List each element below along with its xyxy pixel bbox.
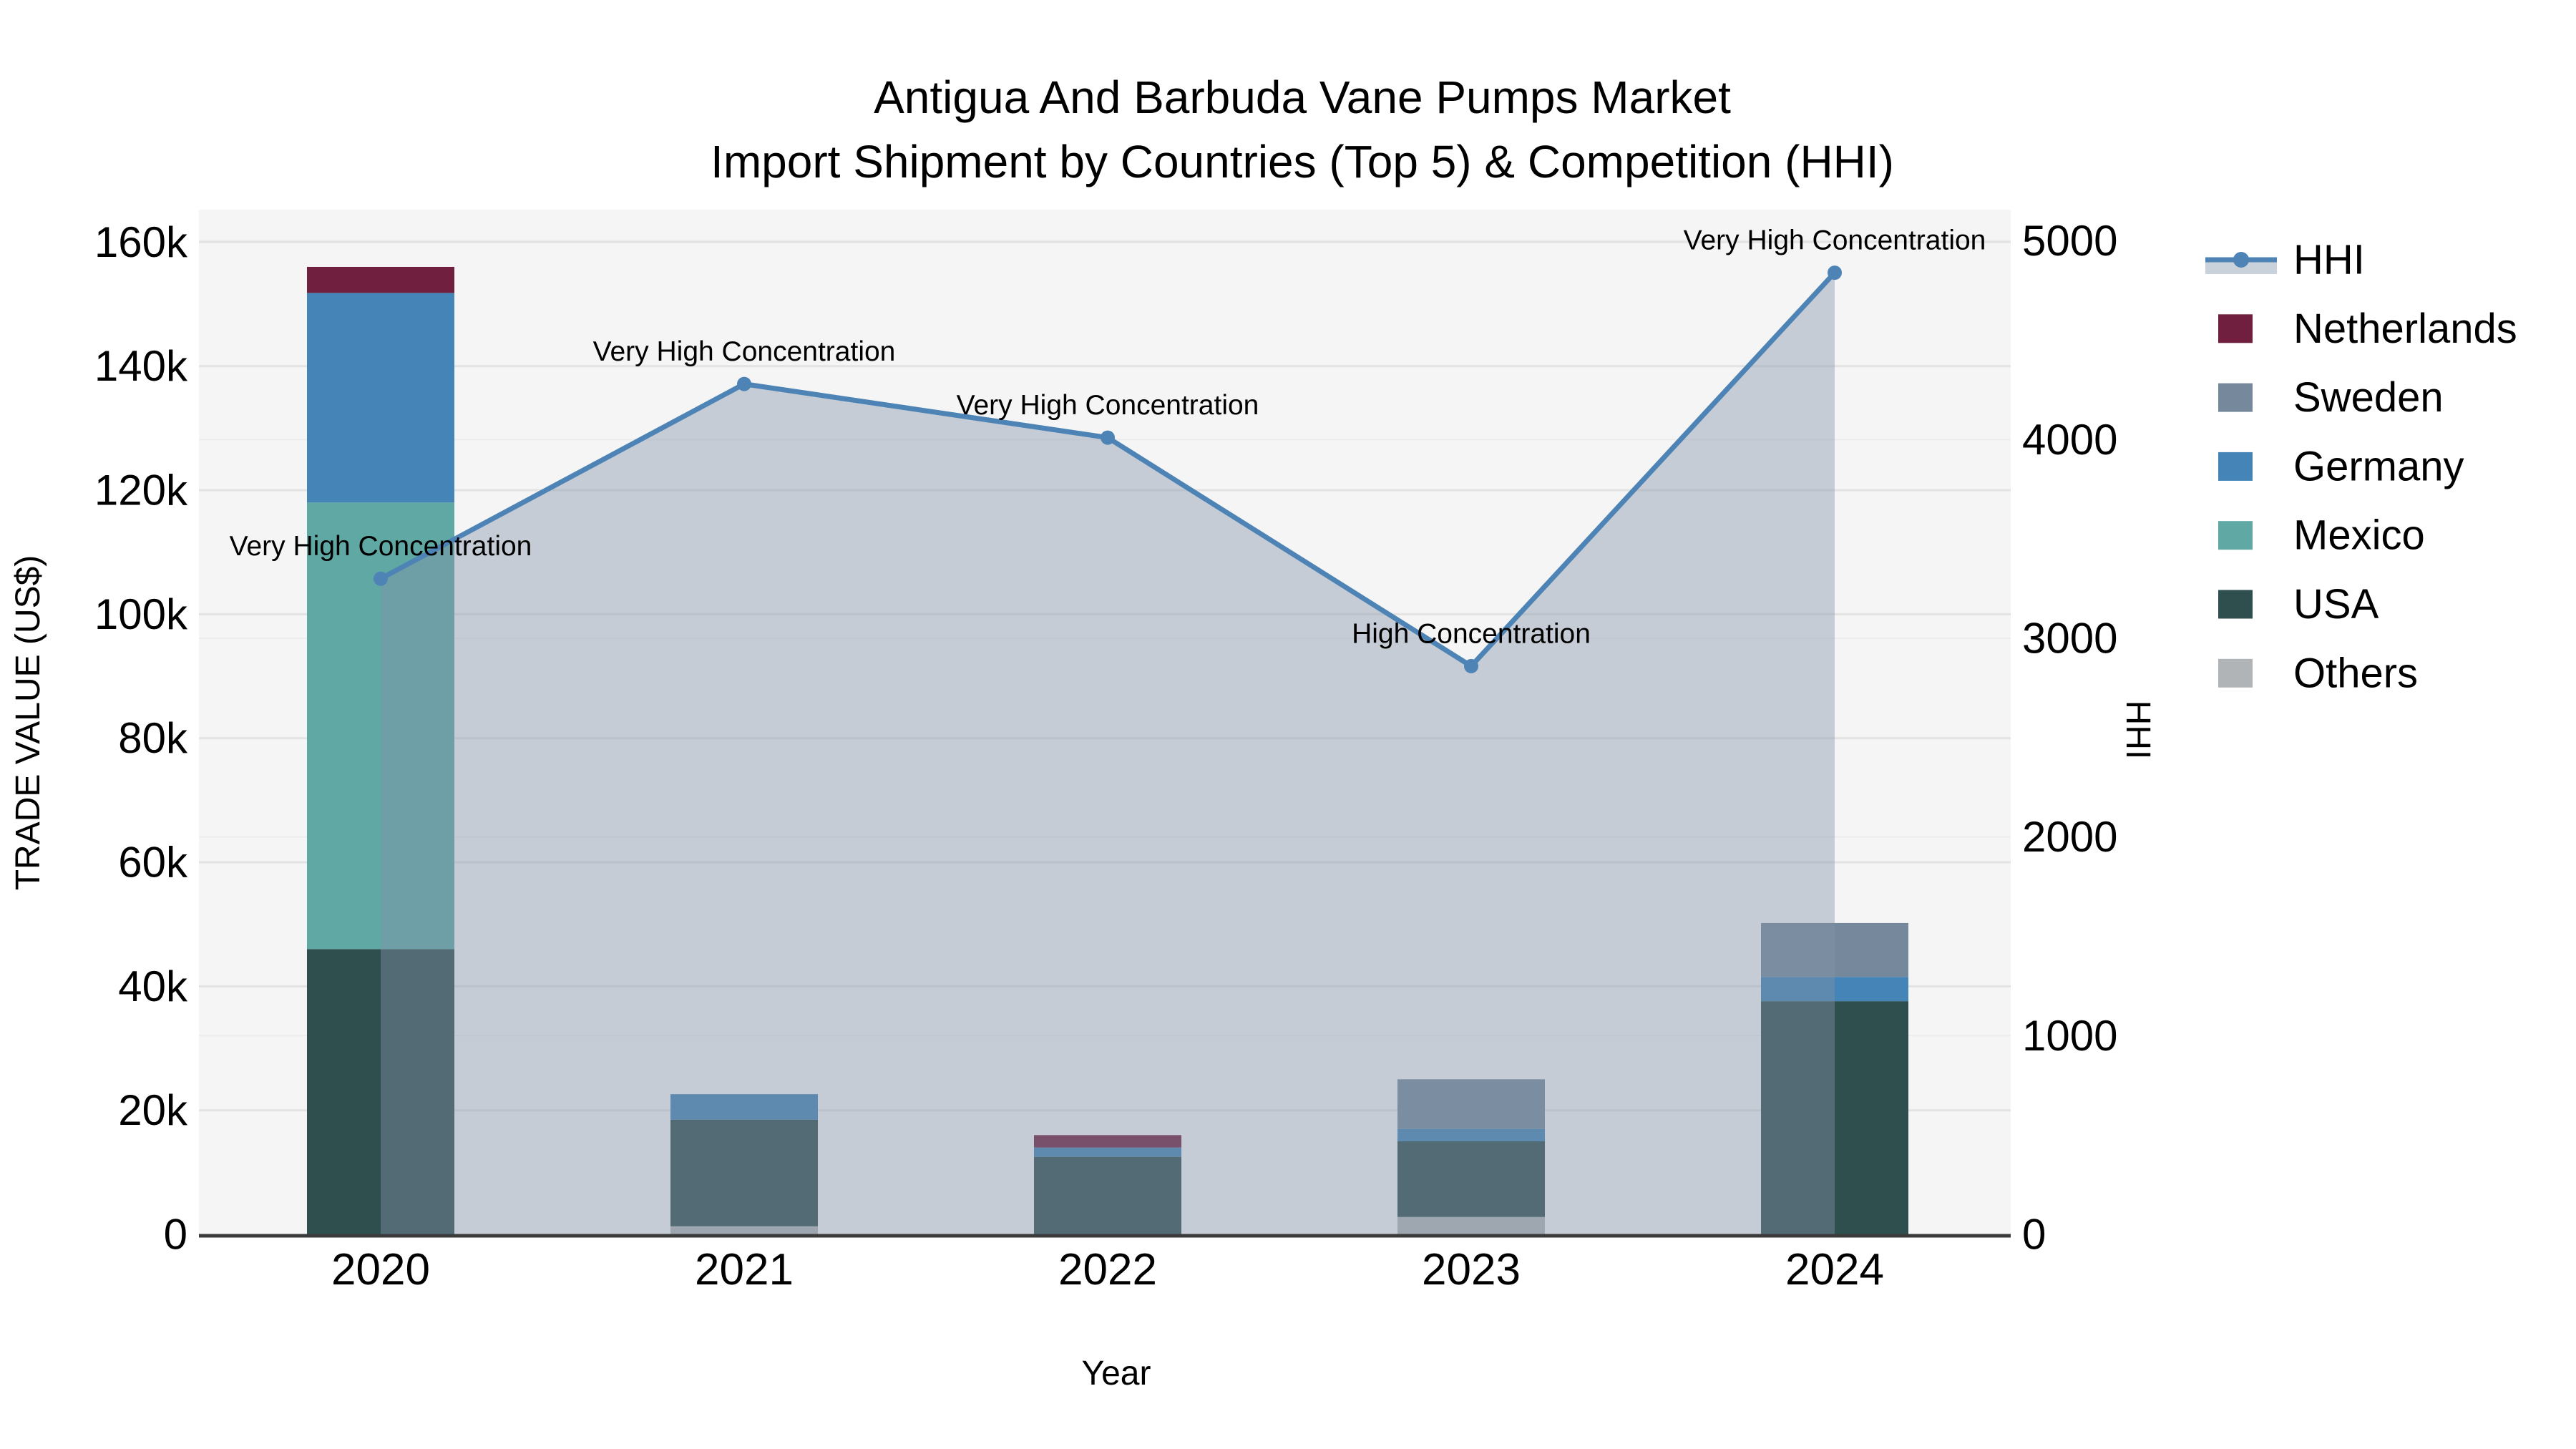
y-right-tick-label: 5000: [2022, 217, 2117, 265]
bar-segment-sweden-2023: [1397, 1079, 1545, 1129]
y-left-tick-label: 40k: [118, 962, 188, 1010]
bar-segment-usa-2023: [1397, 1141, 1545, 1217]
y-left-tick-label: 160k: [94, 218, 188, 266]
y-axis-right-title: HHI: [2119, 701, 2157, 760]
gridlines: [199, 240, 2011, 1112]
bar-segment-germany-2021: [670, 1094, 818, 1120]
y-axis-left-title: TRADE VALUE (US$): [9, 555, 47, 891]
x-tick-label-2020: 2020: [331, 1245, 430, 1294]
bar-segment-netherlands-2022: [1034, 1135, 1181, 1148]
y-left-tick-label: 100k: [94, 590, 188, 638]
legend-label: Mexico: [2293, 512, 2425, 559]
y-axis-left-ticks: 0 20k 40k 60k 80k 100k 120k 140k 160k: [94, 218, 188, 1259]
annotation-2022: Very High Concentration: [957, 390, 1259, 421]
bar-segment-usa-2020: [307, 949, 454, 1234]
y-right-tick-label: 4000: [2022, 416, 2117, 464]
legend-label: Germany: [2293, 443, 2464, 489]
bar-segment-others-2021: [670, 1226, 818, 1234]
bar-segment-usa-2022: [1034, 1156, 1181, 1234]
legend-item-netherlands: Netherlands: [2218, 306, 2517, 352]
y-left-tick-label: 140k: [94, 342, 188, 390]
y-axis-right-ticks: 0 1000 2000 3000 4000 5000: [2022, 217, 2117, 1258]
annotation-2020: Very High Concentration: [230, 531, 532, 562]
y-right-tick-label: 1000: [2022, 1012, 2117, 1060]
annotation-2024: Very High Concentration: [1684, 225, 1986, 256]
bar-segment-germany-2022: [1034, 1147, 1181, 1157]
legend-item-usa: USA: [2218, 581, 2379, 628]
bar-segment-netherlands-2020: [307, 266, 454, 293]
hhi-marker-2022: [1101, 430, 1115, 445]
legend-item-sweden: Sweden: [2218, 374, 2444, 421]
plot-background: [199, 210, 2011, 1237]
hhi-legend-marker: [2233, 252, 2249, 268]
others-color-swatch: [2218, 658, 2253, 688]
legend-item-others: Others: [2218, 650, 2418, 696]
y-right-tick-label: 3000: [2022, 615, 2117, 663]
netherlands-color-swatch: [2218, 314, 2253, 343]
mexico-color-swatch: [2218, 521, 2253, 550]
x-tick-label-2023: 2023: [1422, 1245, 1521, 1294]
legend-label: Sweden: [2293, 374, 2444, 421]
hhi-marker-2023: [1464, 658, 1478, 673]
germany-color-swatch: [2218, 452, 2253, 481]
annotations: Very High Concentration Very High Concent…: [230, 225, 1986, 650]
y-left-tick-label: 120k: [94, 466, 188, 514]
legend-item-germany: Germany: [2218, 443, 2464, 489]
x-tick-label-2024: 2024: [1785, 1245, 1884, 1294]
legend-label: USA: [2293, 581, 2379, 628]
bar-segment-germany-2020: [307, 293, 454, 503]
y-left-tick-label: 60k: [118, 838, 188, 886]
usa-color-swatch: [2218, 590, 2253, 619]
sweden-color-swatch: [2218, 383, 2253, 412]
y-left-tick-label: 20k: [118, 1086, 188, 1134]
legend-item-mexico: Mexico: [2218, 512, 2425, 559]
bar-segment-others-2023: [1397, 1216, 1545, 1234]
legend: HHI Netherlands Sweden Germany Mexico USA Othe…: [2205, 237, 2517, 696]
legend-label: Others: [2293, 650, 2418, 696]
bars: [307, 266, 1908, 1234]
annotation-2023: High Concentration: [1352, 618, 1591, 649]
legend-item-hhi: HHI: [2205, 237, 2365, 283]
chart-static-labels: Antigua And Barbuda Vane Pumps Market Im…: [9, 72, 2157, 1392]
hhi-marker-2021: [737, 376, 751, 391]
x-tick-label-2021: 2021: [695, 1245, 794, 1294]
legend-label: Netherlands: [2293, 306, 2517, 352]
bar-segment-sweden-2024: [1761, 922, 1908, 977]
x-axis-ticks: 2020 2021 2022 2023 2024: [331, 1245, 1884, 1294]
bar-segment-usa-2021: [670, 1119, 818, 1226]
chart-title-line2: Import Shipment by Countries (Top 5) & C…: [711, 136, 1894, 187]
hhi-marker-2024: [1828, 265, 1842, 280]
legend-label: HHI: [2293, 237, 2365, 283]
annotation-2021: Very High Concentration: [593, 336, 896, 367]
bar-segment-germany-2024: [1761, 977, 1908, 1002]
bar-segment-germany-2023: [1397, 1128, 1545, 1141]
y-right-tick-label: 0: [2022, 1211, 2046, 1259]
plot-area: 0 20k 40k 60k 80k 100k 120k 140k 160k 0 1000 2000 30…: [94, 210, 2117, 1294]
hhi-area-fill: [381, 273, 1835, 1234]
chart-title-line1: Antigua And Barbuda Vane Pumps Market: [874, 72, 1731, 123]
x-axis-title: Year: [1082, 1355, 1151, 1392]
bar-segment-usa-2024: [1761, 1001, 1908, 1234]
x-tick-label-2022: 2022: [1058, 1245, 1157, 1294]
y-left-tick-label: 80k: [118, 714, 188, 762]
y-right-tick-label: 2000: [2022, 813, 2117, 861]
y-left-tick-label: 0: [164, 1211, 187, 1259]
hhi-marker-2020: [374, 571, 388, 586]
